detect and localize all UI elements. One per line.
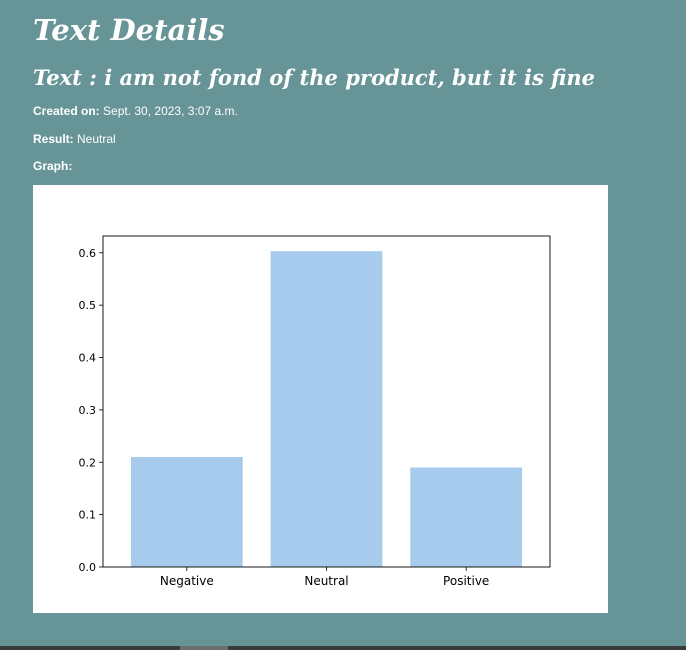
result-value: Neutral xyxy=(77,132,116,146)
horizontal-scrollbar[interactable] xyxy=(0,646,686,650)
sentiment-chart: Negative Neutral Positive 0.0 0.1 0.2 0.3 0.4 0.… xyxy=(33,185,608,613)
bar-negative xyxy=(130,457,243,567)
graph-label: Graph: xyxy=(33,158,72,174)
y-tick-label: 0.5 xyxy=(79,299,97,312)
y-tick-label: 0.3 xyxy=(79,404,97,417)
bar-positive xyxy=(410,467,523,567)
graph-label-text: Graph: xyxy=(33,159,73,173)
x-tick-label-positive: Positive xyxy=(443,574,489,588)
result: Result: Neutral xyxy=(33,131,116,147)
y-tick-label: 0.6 xyxy=(79,247,97,260)
text-prefix: Text : xyxy=(33,65,105,90)
y-tick-label: 0.1 xyxy=(79,509,97,522)
x-tick-label-negative: Negative xyxy=(160,574,214,588)
bar-neutral xyxy=(270,251,383,567)
y-tick-label: 0.0 xyxy=(79,561,97,574)
created-value: Sept. 30, 2023, 3:07 a.m. xyxy=(103,104,238,118)
plot-frame xyxy=(102,235,551,568)
y-tick-label: 0.4 xyxy=(79,352,97,365)
text-heading: Text : i am not fond of the product, but… xyxy=(33,62,595,94)
created-label: Created on: xyxy=(33,104,100,118)
page-title: Text Details xyxy=(33,13,225,47)
y-tick-label: 0.2 xyxy=(79,456,97,469)
chart-svg: Negative Neutral Positive 0.0 0.1 0.2 0.3 0.4 0.… xyxy=(79,235,551,588)
created-on: Created on: Sept. 30, 2023, 3:07 a.m. xyxy=(33,103,238,119)
x-tick-label-neutral: Neutral xyxy=(304,574,348,588)
result-label: Result: xyxy=(33,132,74,146)
text-value: i am not fond of the product, but it is … xyxy=(104,65,595,90)
scrollbar-thumb[interactable] xyxy=(180,646,228,650)
